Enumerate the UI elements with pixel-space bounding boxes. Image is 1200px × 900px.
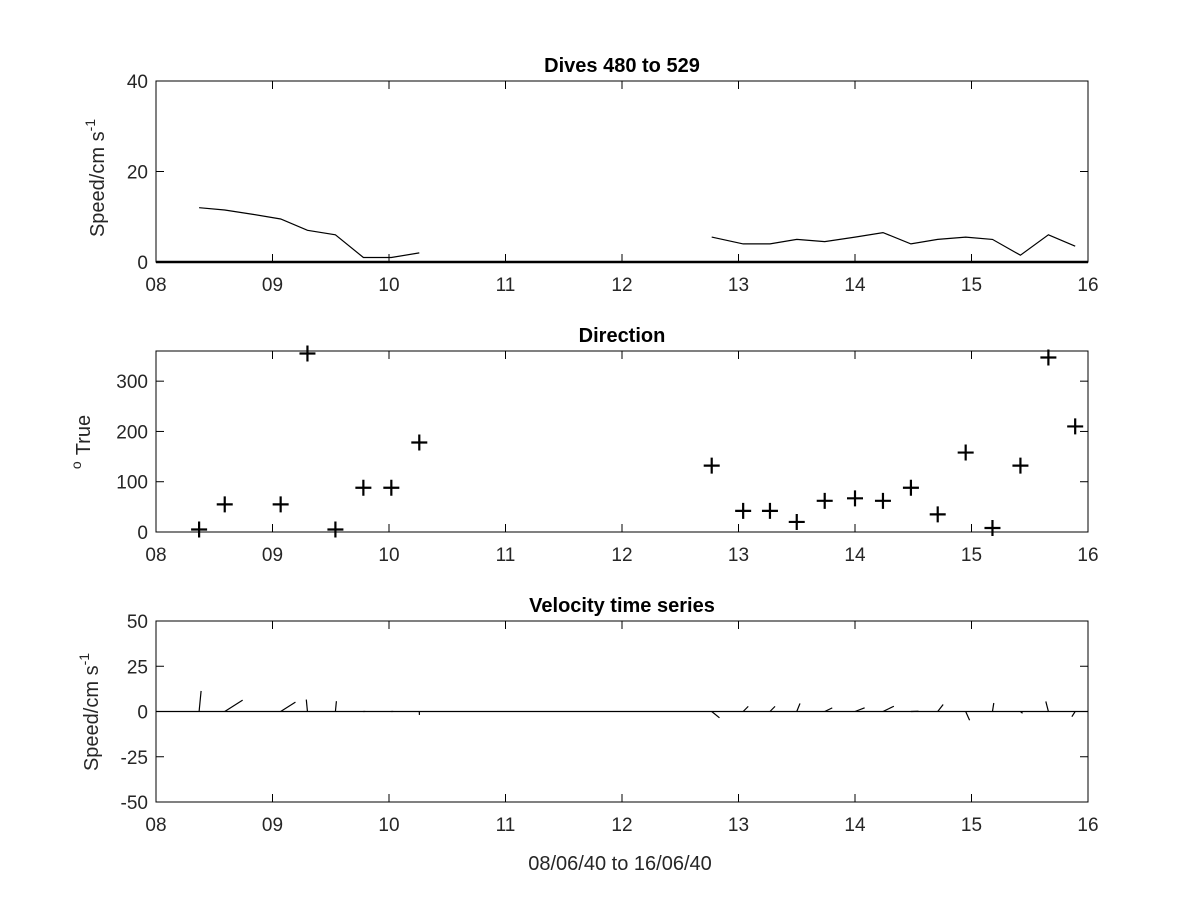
direction-point [1067,418,1084,435]
velocity-stick [305,699,309,712]
velocity-stick [882,705,895,713]
direction-point [272,496,289,513]
speed-panel: Dives 480 to 529 08 09 10 11 12 13 14 15 16 0 20 40… [82,55,1099,296]
velocity-y-axis-label: Speed/cm s-1 [76,653,103,771]
x-tick-label: 13 [728,815,749,836]
direction-point [216,496,233,513]
x-tick-label: 13 [728,545,749,566]
velocity-stick [991,702,995,712]
x-tick-label: 14 [844,815,866,836]
direction-plot-area: 08 09 10 11 12 13 14 15 16 0 100 200 300 [116,345,1099,566]
x-tick-label: 11 [496,815,516,836]
direction-point [703,457,720,474]
velocity-stick [1020,711,1023,714]
y-tick-label: 0 [137,523,148,544]
direction-point [191,521,208,538]
y-tick-label: 20 [127,163,148,184]
velocity-stick [937,704,944,712]
velocity-stick [796,703,801,712]
velocity-stick [1045,701,1049,712]
x-tick-label: 11 [496,545,516,566]
velocity-stick [769,705,776,712]
y-tick-label: 25 [127,657,148,678]
speed-y-axis-label: Speed/cm s-1 [82,119,109,237]
velocity-stick [824,707,833,713]
direction-point [957,444,974,461]
x-tick-label: 12 [611,275,632,296]
x-tick-label: 10 [378,545,399,566]
plot-frame [155,350,1089,533]
direction-panel: Direction 08 09 10 11 12 13 14 15 16 0 100 200 300 o… [68,325,1099,566]
y-tick-label: 0 [137,703,148,724]
direction-point [929,506,946,523]
direction-point [299,345,316,362]
plot-frame [155,80,1089,263]
velocity-panel: Velocity time series 08 09 10 11 12 13 14 15 16 -… [76,595,1099,875]
direction-point [816,492,833,509]
x-tick-label: 15 [961,275,982,296]
direction-point [984,519,1001,536]
direction-point [355,479,372,496]
direction-point [1012,457,1029,474]
x-tick-label: 12 [611,545,632,566]
x-tick-label: 16 [1077,275,1098,296]
speed-plot-area: 08 09 10 11 12 13 14 15 16 0 20 40 [127,72,1099,296]
x-tick-label: 14 [844,275,866,296]
x-tick-label: 15 [961,545,982,566]
x-tick-label: 12 [611,815,632,836]
y-tick-label: -25 [121,748,148,769]
y-tick-label: 200 [116,422,148,443]
x-tick-label: 09 [262,275,283,296]
y-tick-label: 300 [116,372,148,393]
y-tick-label: -50 [121,793,148,814]
x-tick-label: 15 [961,815,982,836]
x-tick-label: 14 [844,545,866,566]
x-tick-label: 09 [262,815,283,836]
y-tick-label: 40 [127,72,148,93]
speed-panel-title: Dives 480 to 529 [544,55,700,77]
velocity-stick [711,711,720,719]
y-tick-label: 100 [116,473,148,494]
velocity-stick [854,707,865,713]
velocity-stick [965,711,971,721]
x-tick-label: 08 [145,545,166,566]
velocity-panel-title: Velocity time series [529,595,715,617]
x-tick-label: 13 [728,275,749,296]
y-tick-label: 0 [137,253,148,274]
direction-panel-title: Direction [579,325,666,347]
x-tick-label: 16 [1077,815,1098,836]
x-tick-label: 11 [496,275,516,296]
speed-series-line [711,231,1076,256]
x-tick-label: 09 [262,545,283,566]
direction-point [735,502,752,519]
velocity-plot-area: 08 09 10 11 12 13 14 15 16 -50 -25 0 25 50 [121,612,1099,836]
direction-point [874,492,891,509]
direction-point [902,479,919,496]
x-tick-label: 08 [145,275,166,296]
direction-point [788,513,805,530]
direction-point [847,490,863,507]
velocity-stick [198,690,202,712]
x-tick-label: 10 [378,275,399,296]
velocity-stick [224,699,243,713]
velocity-stick [1071,711,1076,718]
velocity-stick [334,701,338,712]
direction-point [383,479,400,496]
x-tick-label: 08 [145,815,166,836]
direction-point [411,434,428,451]
velocity-stick [742,705,749,712]
velocity-x-axis-label: 08/06/40 to 16/06/40 [528,853,712,875]
direction-point [761,502,778,519]
x-tick-label: 16 [1077,545,1098,566]
direction-point [327,521,344,538]
y-tick-label: 50 [127,612,148,633]
speed-series-line [199,207,420,259]
direction-y-axis-label: oTrue [68,415,95,469]
x-tick-label: 10 [378,815,399,836]
velocity-stick [280,701,296,713]
direction-point [1040,349,1057,366]
